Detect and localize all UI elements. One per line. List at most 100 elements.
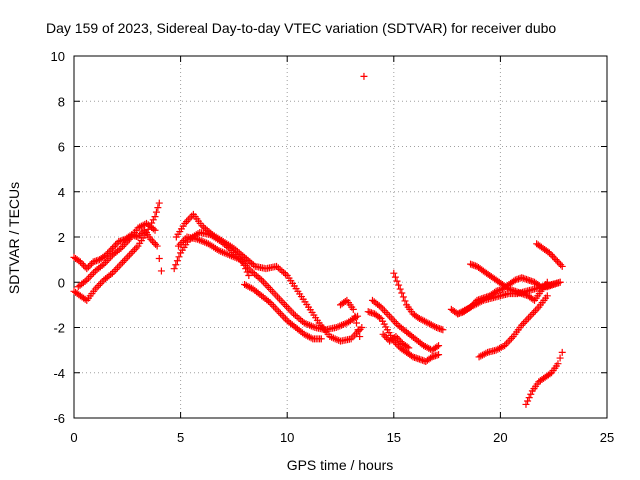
data-point <box>521 318 529 326</box>
data-point <box>360 72 368 80</box>
data-point <box>242 265 250 273</box>
data-points <box>70 72 566 408</box>
data-point <box>151 226 159 234</box>
data-point <box>392 333 400 341</box>
data-point <box>183 218 191 226</box>
x-tick-labels: 0 5 10 15 20 25 <box>70 430 614 445</box>
data-point <box>506 336 514 344</box>
data-point <box>558 348 566 356</box>
y-tick-label: 6 <box>58 140 65 155</box>
data-point <box>553 257 561 265</box>
x-tick-label: 0 <box>70 430 77 445</box>
data-point <box>86 261 94 269</box>
data-point <box>152 240 160 248</box>
data-point <box>84 274 92 282</box>
data-point <box>375 313 383 321</box>
series-arc-16 <box>475 292 551 361</box>
data-point <box>105 248 113 256</box>
y-tick-label: 10 <box>51 49 65 64</box>
data-point <box>525 394 533 402</box>
data-point <box>407 352 415 360</box>
data-point <box>439 326 447 334</box>
data-point <box>427 354 435 362</box>
data-point <box>96 280 104 288</box>
data-point <box>149 225 157 233</box>
data-point <box>142 228 150 236</box>
plot-frame <box>73 55 608 419</box>
data-point <box>382 334 390 342</box>
data-point <box>391 318 399 326</box>
data-point <box>184 216 192 224</box>
data-point <box>552 256 560 264</box>
data-point <box>395 281 403 289</box>
data-point <box>131 246 139 254</box>
data-point <box>273 306 281 314</box>
data-point <box>153 242 161 250</box>
y-tick-label: 4 <box>58 185 65 200</box>
data-point <box>527 390 535 398</box>
data-point <box>124 253 132 261</box>
data-point <box>112 241 120 249</box>
y-tick-labels: -6 -4 -2 0 2 4 6 8 10 <box>51 49 65 426</box>
data-point <box>119 258 127 266</box>
data-point <box>352 319 360 327</box>
x-tick-label: 5 <box>177 430 184 445</box>
data-point <box>351 312 359 320</box>
data-point <box>393 277 401 285</box>
grid-lines <box>74 56 607 418</box>
data-point <box>134 233 142 241</box>
data-point <box>317 335 325 343</box>
data-point <box>115 262 123 270</box>
data-point <box>175 253 183 261</box>
data-point <box>557 261 565 269</box>
data-point <box>83 265 91 273</box>
data-point <box>375 302 383 310</box>
data-point <box>522 400 530 408</box>
data-point <box>529 295 537 303</box>
x-tick-label: 15 <box>387 430 401 445</box>
data-point <box>546 370 554 378</box>
data-point <box>268 300 276 308</box>
data-point <box>398 289 406 297</box>
series-arc-7 <box>241 281 325 343</box>
series-arc-15 <box>467 260 551 304</box>
data-point <box>155 199 163 207</box>
data-point <box>358 324 366 331</box>
data-point <box>137 230 145 238</box>
data-point <box>108 244 116 252</box>
data-point <box>389 316 397 324</box>
data-point <box>95 281 103 289</box>
data-point <box>381 332 389 340</box>
data-point <box>550 254 558 262</box>
series-arc-9 <box>364 308 443 365</box>
data-point <box>148 237 156 245</box>
x-tick-label: 20 <box>493 430 507 445</box>
data-point <box>132 244 140 252</box>
series-arc-10 <box>368 296 443 354</box>
series-arc-11 <box>390 269 447 334</box>
data-point <box>270 302 278 310</box>
data-point <box>405 344 413 352</box>
data-point <box>307 334 315 342</box>
axis-ticks <box>73 55 608 419</box>
data-point <box>554 360 562 368</box>
data-point <box>110 267 118 275</box>
data-point <box>507 334 515 342</box>
data-point <box>127 249 135 257</box>
data-point <box>503 284 511 292</box>
data-point <box>558 262 566 270</box>
data-point <box>243 268 251 276</box>
data-point <box>93 283 101 291</box>
data-point <box>264 297 272 305</box>
data-point <box>81 277 89 285</box>
data-point <box>98 262 106 270</box>
data-point <box>482 349 490 357</box>
data-point <box>76 258 84 266</box>
y-tick-label: 2 <box>58 230 65 245</box>
x-axis-label: GPS time / hours <box>287 457 394 473</box>
data-point <box>519 319 527 327</box>
y-axis-label: SDTVAR / TECUs <box>6 182 22 294</box>
data-point <box>155 254 163 262</box>
data-point <box>528 310 536 318</box>
data-point <box>341 297 349 305</box>
